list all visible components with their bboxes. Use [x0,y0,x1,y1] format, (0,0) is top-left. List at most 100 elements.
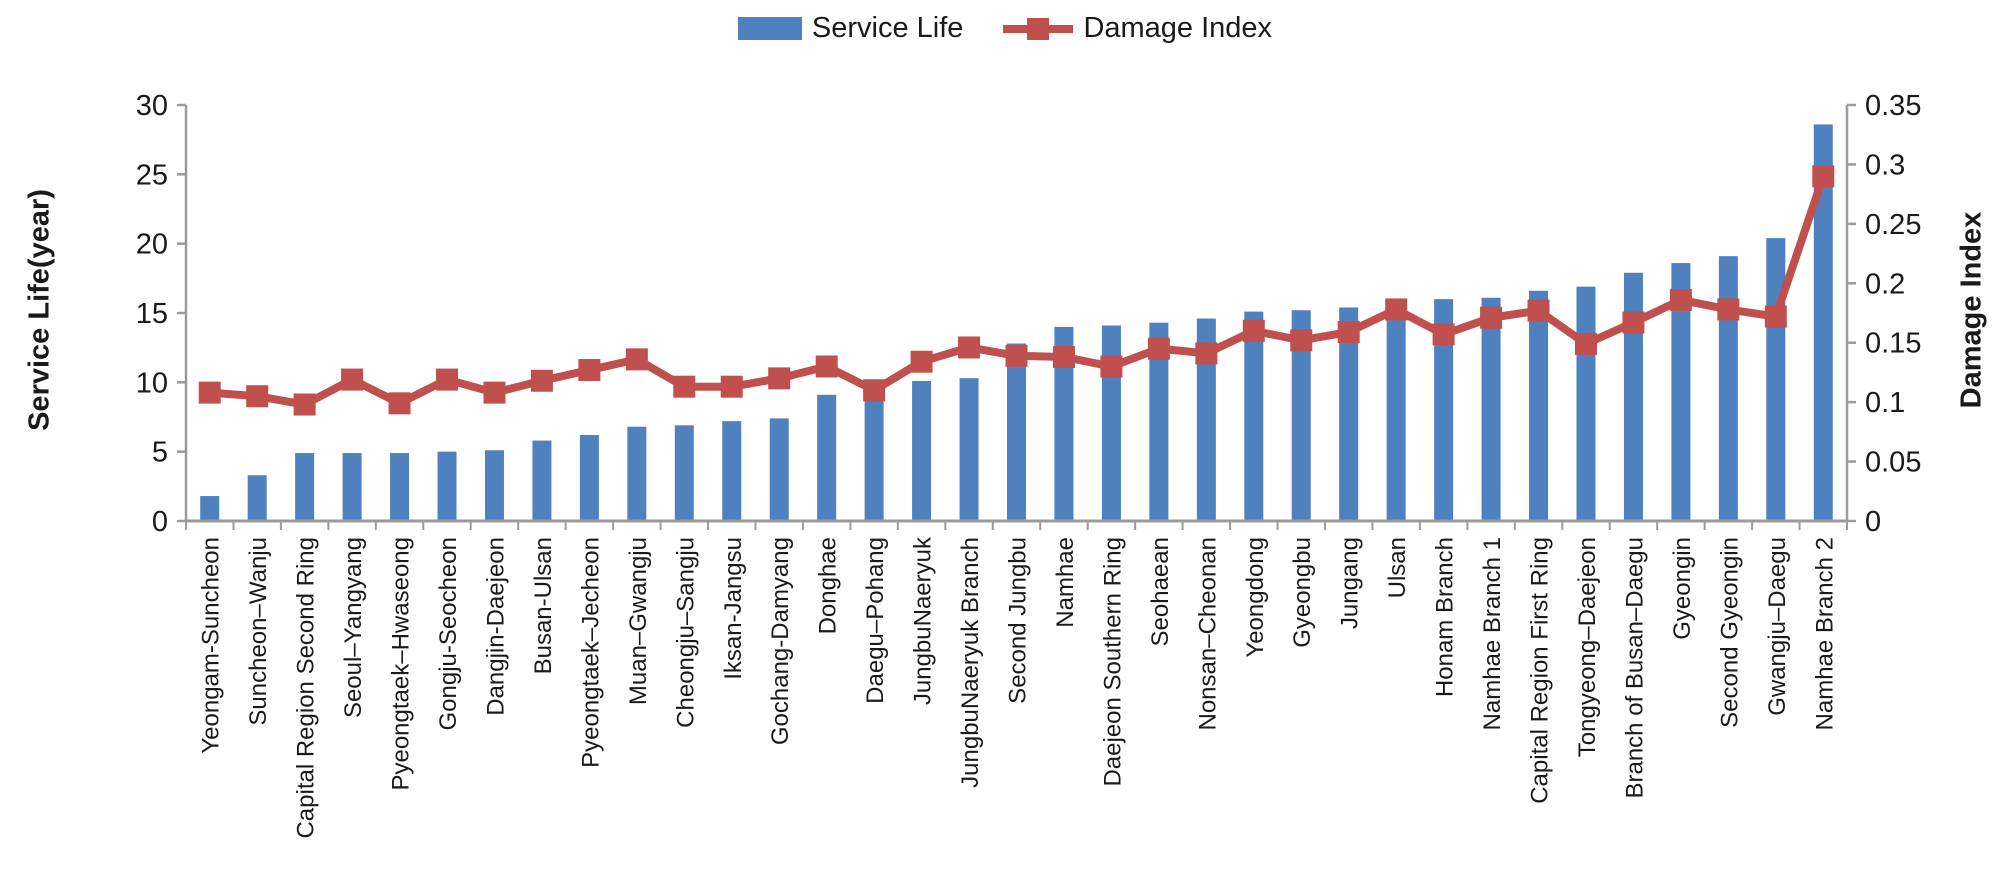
damage-index-marker-5 [436,368,459,391]
bar-8 [579,435,599,521]
category-label-26: Honam Branch [1432,537,1459,697]
left-tick-label: 25 [136,159,168,191]
damage-index-marker-2 [293,393,316,416]
damage-index-marker-20 [1147,337,1170,360]
bar-24 [1339,307,1359,521]
damage-index-marker-34 [1812,165,1835,188]
service-life-swatch-icon [737,17,802,40]
damage-index-marker-26 [1432,323,1455,346]
bar-9 [627,426,647,521]
bar-15 [912,380,932,521]
category-label-13: Donghae [815,537,842,634]
damage-index-marker-28 [1527,299,1550,322]
category-label-32: Second Gyeongin [1716,537,1743,728]
left-tick-label: 5 [152,437,168,469]
category-label-16: JungbuNaeryuk Branch [957,537,984,788]
bar-22 [1244,311,1264,521]
damage-index-marker-15 [910,350,933,373]
right-tick-label: 0.05 [1865,447,1921,479]
category-label-15: JungbuNaeryuk [910,536,937,705]
category-label-10: Cheongju–Sangju [672,537,699,728]
damage-index-marker-25 [1385,298,1408,321]
bar-21 [1196,318,1216,521]
damage-index-marker-31 [1669,288,1692,311]
category-label-19: Daejeon Southern Ring [1099,537,1126,787]
category-label-18: Namhae [1052,537,1079,628]
left-tick-label: 15 [136,298,168,330]
legend-label-damage-index: Damage Index [1083,12,1273,44]
bar-17 [1007,343,1026,521]
category-label-23: Gyeongbu [1289,537,1316,648]
damage-index-marker-18 [1052,345,1075,368]
bar-25 [1386,300,1406,521]
category-label-5: Gongju-Seocheon [435,537,462,730]
bar-6 [484,450,504,521]
damage-index-marker-3 [341,368,364,391]
bar-34 [1813,124,1833,521]
damage-index-marker-1 [246,385,269,408]
damage-index-marker-8 [578,359,601,382]
damage-index-marker-7 [530,369,553,392]
category-label-31: Gyeongin [1669,537,1696,640]
bar-16 [959,378,979,521]
chart-legend: Service Life Damage Index [0,12,2010,45]
category-label-28: Capital Region First Ring [1527,537,1554,804]
bar-20 [1149,322,1169,521]
category-label-7: Busan-Ulsan [530,537,557,674]
category-label-2: Capital Region Second Ring [293,537,320,839]
bar-13 [817,394,837,521]
bar-12 [769,418,789,521]
bar-3 [342,453,362,521]
bar-0 [200,496,220,521]
bar-32 [1718,256,1738,521]
damage-index-marker-19 [1100,355,1123,378]
left-tick-label: 10 [136,367,168,399]
category-label-22: Yeongdong [1242,537,1269,658]
right-tick-label: 0.15 [1865,328,1921,360]
category-label-11: Iksan-Jangsu [720,537,747,680]
damage-index-marker-9 [625,348,648,371]
category-label-1: Suncheon–Wanju [245,537,272,726]
damage-index-marker-32 [1717,298,1740,321]
bar-26 [1434,299,1454,521]
bar-14 [864,386,884,521]
damage-index-marker-21 [1195,342,1218,365]
category-label-0: Yeongam-Suncheon [198,537,225,754]
category-label-20: Seohaean [1147,537,1174,646]
damage-index-marker-12 [768,367,791,390]
category-label-30: Branch of Busan–Daegu [1621,537,1648,799]
right-tick-label: 0.35 [1865,90,1921,122]
damage-index-marker-0 [198,381,221,404]
bar-18 [1054,326,1074,521]
right-tick-label: 0 [1865,506,1881,538]
left-tick-label: 20 [136,229,168,261]
legend-item-damage-index: Damage Index [1003,12,1272,45]
bar-31 [1671,263,1691,521]
bar-33 [1766,238,1786,521]
bar-5 [437,451,457,521]
bar-27 [1481,297,1501,521]
left-tick-label: 30 [136,90,168,122]
damage-index-marker-14 [863,379,886,402]
damage-index-marker-29 [1574,332,1597,355]
category-label-21: Nonsan–Cheonan [1194,537,1221,731]
damage-index-marker-22 [1242,319,1265,342]
category-label-29: Tongyeong–Daejeon [1574,537,1601,757]
category-label-34: Namhae Branch 2 [1811,537,1838,730]
bar-11 [722,421,742,521]
damage-index-marker-10 [673,375,696,398]
category-label-12: Gochang-Damyang [767,537,794,745]
category-label-6: Dangjin-Daejeon [482,537,509,716]
damage-index-marker-11 [720,375,743,398]
damage-index-marker-4 [388,392,411,415]
damage-index-marker-13 [815,355,838,378]
category-label-14: Daegu–Pohang [862,537,889,704]
right-tick-label: 0.2 [1865,268,1905,300]
damage-index-marker-27 [1480,306,1503,329]
left-tick-label: 0 [152,506,168,538]
category-label-9: Muan–Gwangju [625,537,652,705]
bar-2 [295,453,315,521]
damage-index-swatch-icon [1003,17,1074,41]
